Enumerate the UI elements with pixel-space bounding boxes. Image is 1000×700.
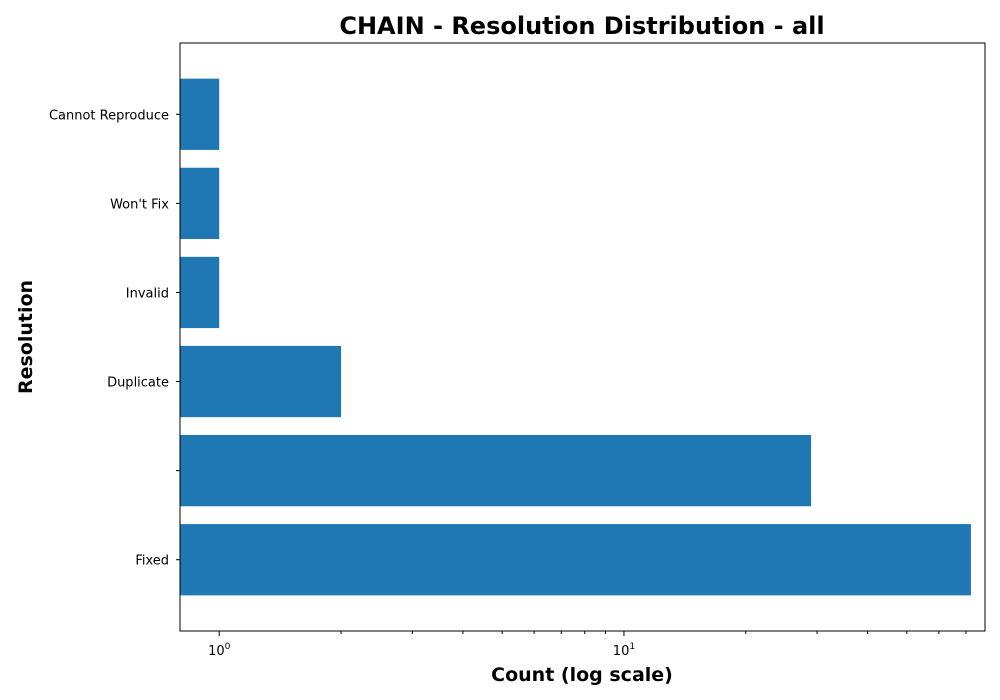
y-tick-label: Duplicate — [107, 376, 169, 391]
x-tick-label: 100 — [208, 642, 231, 659]
bar — [180, 167, 220, 239]
y-tick-label: Invalid — [126, 286, 169, 301]
plot-frame — [179, 42, 986, 632]
y-tick-label: Won't Fix — [110, 197, 169, 212]
y-axis-label: Resolution — [15, 280, 37, 394]
y-tick-label: Cannot Reproduce — [49, 108, 169, 123]
chart-title: CHAIN - Resolution Distribution - all — [339, 12, 824, 40]
bar — [180, 435, 812, 507]
bars-group — [180, 78, 971, 596]
bar — [180, 78, 220, 150]
x-axis-label: Count (log scale) — [491, 664, 673, 686]
bar — [180, 345, 342, 418]
x-tick-label: 101 — [613, 642, 635, 659]
x-axis: 100 101 — [208, 631, 967, 659]
y-tick-label: Fixed — [135, 554, 169, 569]
bar — [180, 524, 971, 596]
y-axis: Fixed Duplicate Invalid Won't Fix Cannot Rep… — [49, 108, 180, 569]
bar — [180, 256, 220, 329]
